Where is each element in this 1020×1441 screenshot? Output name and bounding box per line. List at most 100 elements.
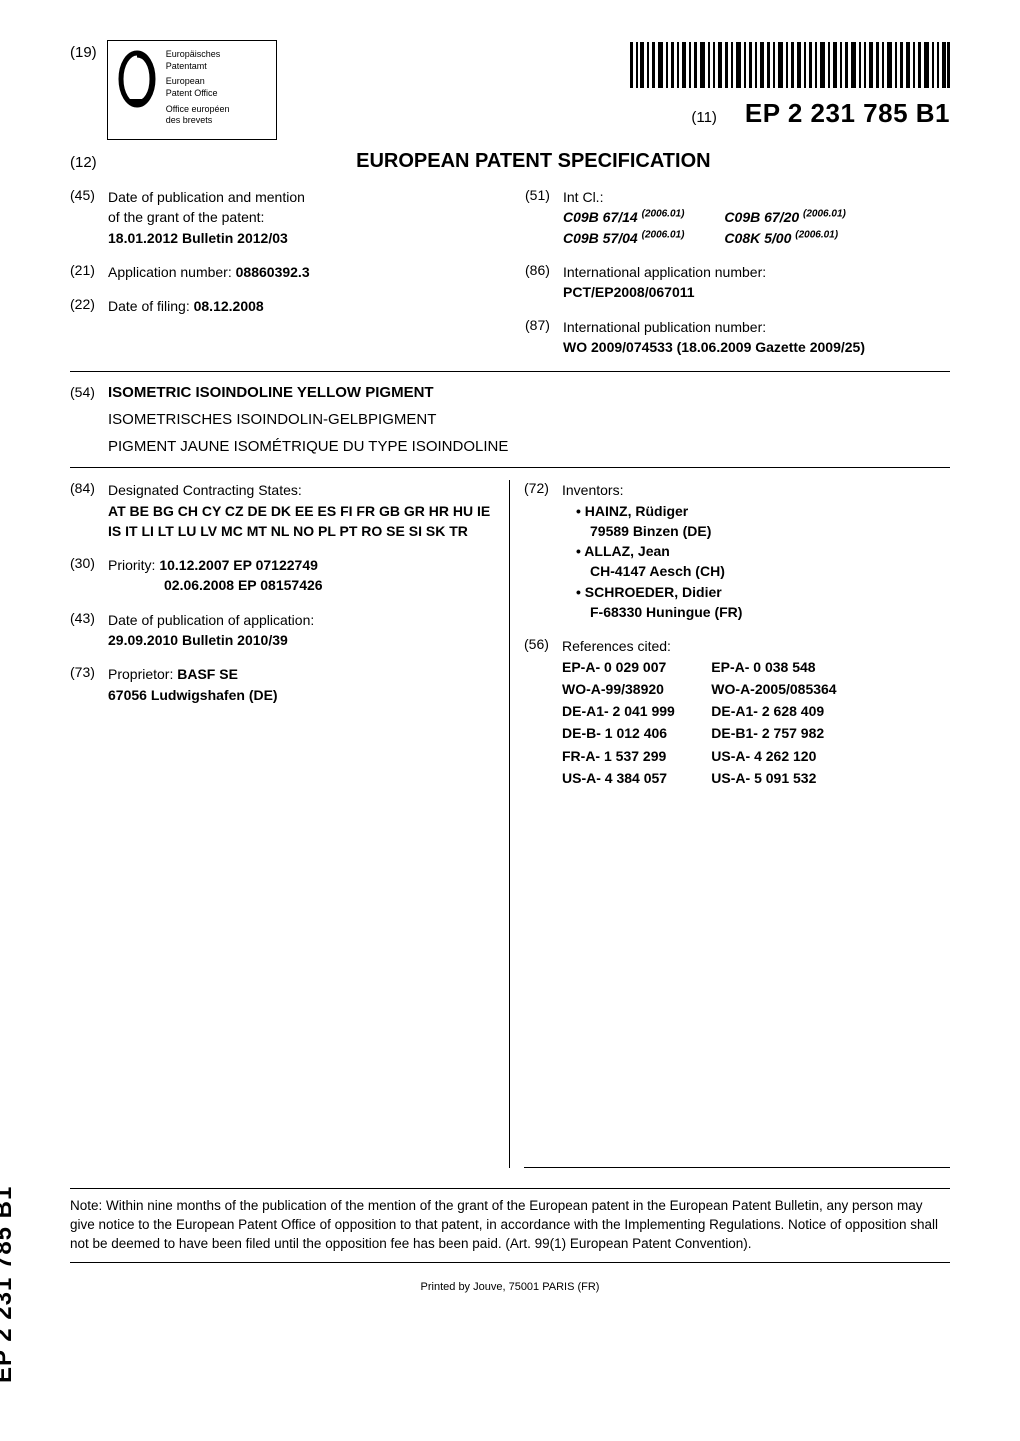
biblio-bottom: (84) Designated Contracting States: AT B… — [70, 480, 950, 1168]
ref-item: DE-B- 1 012 406 — [562, 723, 687, 743]
field-56-body: References cited: EP-A- 0 029 007 EP-A- … — [562, 636, 837, 788]
field-code-11: (11) — [691, 109, 717, 126]
biblio-bottom-right: (72) Inventors: HAINZ, Rüdiger 79589 Bin… — [510, 480, 950, 1168]
epo-names: Europäisches Patentamt European Patent O… — [166, 49, 230, 131]
field-code-73: (73) — [70, 664, 102, 705]
field-72-body: Inventors: HAINZ, Rüdiger 79589 Binzen (… — [562, 480, 742, 622]
field-45: (45) Date of publication and mention of … — [70, 187, 495, 248]
ipc-item: C09B 67/14 (2006.01) — [563, 207, 684, 227]
ref-item: WO-A-99/38920 — [562, 679, 687, 699]
ref-item: US-A- 4 262 120 — [711, 746, 836, 766]
field-43-value: 29.09.2010 Bulletin 2010/39 — [108, 630, 314, 650]
spacer — [70, 438, 102, 455]
inventor-name: ALLAZ, Jean — [576, 541, 742, 561]
field-code-54: (54) — [70, 384, 102, 401]
field-30: (30) Priority: 10.12.2007 EP 07122749 02… — [70, 555, 495, 596]
title-row-fr: PIGMENT JAUNE ISOMÉTRIQUE DU TYPE ISOIND… — [70, 438, 950, 455]
field-84-label: Designated Contracting States: — [108, 480, 495, 500]
field-code-87: (87) — [525, 317, 557, 358]
publication-number-line: (11) EP 2 231 785 B1 — [691, 98, 950, 129]
field-73-name: BASF SE — [177, 666, 238, 682]
ipc-row-1: C09B 67/14 (2006.01) C09B 67/20 (2006.01… — [563, 207, 846, 227]
field-87: (87) International publication number: W… — [525, 317, 950, 358]
printer-footer: Printed by Jouve, 75001 PARIS (FR) — [70, 1281, 950, 1293]
epo-logo-box: Europäisches Patentamt European Patent O… — [107, 40, 277, 140]
ipc-item: C09B 67/20 (2006.01) — [724, 207, 845, 227]
inventor-name: SCHROEDER, Didier — [576, 582, 742, 602]
field-code-19: (19) — [70, 40, 97, 61]
title-block: (54) ISOMETRIC ISOINDOLINE YELLOW PIGMEN… — [70, 384, 950, 468]
field-code-30: (30) — [70, 555, 102, 596]
field-code-56: (56) — [524, 636, 556, 788]
field-86-body: International application number: PCT/EP… — [563, 262, 766, 303]
epo-name-de-1: Europäisches — [166, 49, 230, 61]
doc-kind-row: (12) EUROPEAN PATENT SPECIFICATION — [70, 150, 950, 173]
inventor-addr: 79589 Binzen (DE) — [590, 521, 742, 541]
ref-item: EP-A- 0 038 548 — [711, 657, 836, 677]
field-43: (43) Date of publication of application:… — [70, 610, 495, 651]
ref-item: US-A- 5 091 532 — [711, 768, 836, 788]
field-code-45: (45) — [70, 187, 102, 248]
publication-number: EP 2 231 785 B1 — [745, 98, 950, 129]
epo-logo-icon — [116, 49, 158, 109]
inventor-list: HAINZ, Rüdiger 79589 Binzen (DE) ALLAZ, … — [576, 501, 742, 623]
field-21-value: 08860392.3 — [236, 264, 310, 280]
biblio-bottom-left: (84) Designated Contracting States: AT B… — [70, 480, 510, 1168]
title-row-main: (54) ISOMETRIC ISOINDOLINE YELLOW PIGMEN… — [70, 384, 950, 401]
ipc-item: C09B 57/04 (2006.01) — [563, 228, 684, 248]
field-30-body: Priority: 10.12.2007 EP 07122749 02.06.2… — [108, 555, 323, 596]
field-73-addr: 67056 Ludwigshafen (DE) — [108, 685, 278, 705]
field-86: (86) International application number: P… — [525, 262, 950, 303]
field-code-86: (86) — [525, 262, 557, 303]
epo-name-de-2: Patentamt — [166, 61, 230, 73]
field-45-body: Date of publication and mention of the g… — [108, 187, 305, 248]
field-87-label: International publication number: — [563, 317, 865, 337]
inventor-name: HAINZ, Rüdiger — [576, 501, 742, 521]
ipc-sym: C09B 67/14 — [563, 209, 638, 225]
field-code-51: (51) — [525, 187, 557, 248]
barcode-icon — [630, 42, 950, 88]
field-45-line2: of the grant of the patent: — [108, 207, 305, 227]
header-right: (11) EP 2 231 785 B1 — [630, 40, 950, 129]
ref-item: WO-A-2005/085364 — [711, 679, 836, 699]
epo-name-fr-2: des brevets — [166, 115, 230, 127]
field-code-72: (72) — [524, 480, 556, 622]
title-row-de: ISOMETRISCHES ISOINDOLIN-GELBPIGMENT — [70, 411, 950, 428]
field-51-body: Int Cl.: C09B 67/14 (2006.01) C09B 67/20… — [563, 187, 846, 248]
header-left: (19) Europäisches Patentamt European Pat… — [70, 40, 277, 140]
title-main: ISOMETRIC ISOINDOLINE YELLOW PIGMENT — [108, 384, 434, 401]
field-22-body: Date of filing: 08.12.2008 — [108, 296, 264, 316]
field-72: (72) Inventors: HAINZ, Rüdiger 79589 Bin… — [524, 480, 950, 622]
ipc-ver: (2006.01) — [642, 209, 685, 220]
field-22-label: Date of filing: — [108, 298, 194, 314]
field-43-body: Date of publication of application: 29.0… — [108, 610, 314, 651]
ipc-ver: (2006.01) — [795, 229, 838, 240]
ipc-item: C08K 5/00 (2006.01) — [724, 228, 838, 248]
biblio-top-left: (45) Date of publication and mention of … — [70, 187, 495, 357]
field-code-22: (22) — [70, 296, 102, 316]
title-de: ISOMETRISCHES ISOINDOLIN-GELBPIGMENT — [108, 411, 436, 428]
spine-text: EP 2 231 785 B1 — [0, 1186, 18, 1383]
field-22: (22) Date of filing: 08.12.2008 — [70, 296, 495, 316]
ipc-row-2: C09B 57/04 (2006.01) C08K 5/00 (2006.01) — [563, 228, 846, 248]
title-fr: PIGMENT JAUNE ISOMÉTRIQUE DU TYPE ISOIND… — [108, 438, 508, 455]
field-code-21: (21) — [70, 262, 102, 282]
field-code-84: (84) — [70, 480, 102, 541]
ref-item: DE-A1- 2 041 999 — [562, 701, 687, 721]
field-22-value: 08.12.2008 — [194, 298, 264, 314]
inventor-addr: F-68330 Huningue (FR) — [590, 602, 742, 622]
spacer — [70, 411, 102, 428]
header: (19) Europäisches Patentamt European Pat… — [70, 40, 950, 140]
biblio-top: (45) Date of publication and mention of … — [70, 187, 950, 372]
ipc-sym: C09B 67/20 — [724, 209, 799, 225]
doc-kind-title: EUROPEAN PATENT SPECIFICATION — [117, 150, 950, 173]
ipc-sym: C08K 5/00 — [724, 230, 791, 246]
field-72-label: Inventors: — [562, 480, 742, 500]
biblio-top-right: (51) Int Cl.: C09B 67/14 (2006.01) C09B … — [525, 187, 950, 357]
field-30-label: Priority: — [108, 557, 155, 573]
field-86-label: International application number: — [563, 262, 766, 282]
ref-item: FR-A- 1 537 299 — [562, 746, 687, 766]
field-21-label: Application number: — [108, 264, 236, 280]
field-43-label: Date of publication of application: — [108, 610, 314, 630]
ipc-sym: C09B 57/04 — [563, 230, 638, 246]
